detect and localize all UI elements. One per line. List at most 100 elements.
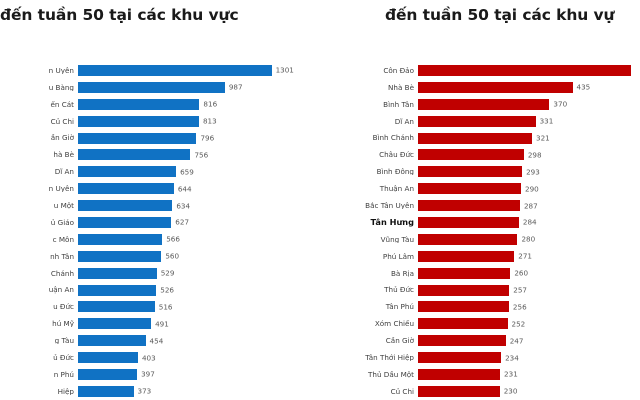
- bar-row: u Một 634: [0, 197, 320, 214]
- bar-value-label: 454: [149, 336, 164, 346]
- bar: [78, 132, 197, 144]
- bar-category-label: c Môn: [52, 235, 74, 243]
- bar-category-label: ủ Đức: [53, 353, 74, 362]
- bar-row: ần Giờ 796: [0, 130, 320, 147]
- bar: [78, 335, 146, 347]
- bar-category-label: Dĩ An: [394, 117, 414, 125]
- bar-row: u Đức 516: [0, 298, 320, 315]
- bar-track: 293: [418, 163, 640, 180]
- bar: [78, 64, 272, 76]
- bar-row: hà Bè 756: [0, 146, 320, 163]
- bar-row: ủ Giáo 627: [0, 214, 320, 231]
- bar-row: Thủ Dầu Một 231: [320, 366, 640, 383]
- bar-value-label: 560: [165, 251, 180, 261]
- bar-track: 280: [418, 231, 640, 248]
- bar-category-label: n Phú: [53, 370, 74, 379]
- bar-category-label: Bắc Tân Uyên: [365, 201, 414, 210]
- bar-category-label: Hiệp: [57, 387, 74, 395]
- bar-track: 260: [418, 265, 640, 282]
- bar: [418, 301, 509, 313]
- bar-category-label: ần Giờ: [50, 134, 74, 142]
- bar-track: 987: [78, 79, 320, 96]
- bar: [78, 267, 157, 279]
- bar-value-label: 373: [137, 386, 152, 396]
- bar: [418, 115, 536, 127]
- bar-category-label: Bình Tân: [383, 100, 414, 108]
- bar-category-label: Chánh: [50, 269, 74, 277]
- bar: [418, 183, 521, 195]
- bar-value-label: 516: [158, 302, 173, 312]
- left-bar-chart: n Uyên 1301 u Bàng 987 ến Cát 816 Củ Chi 813 ần …: [0, 62, 320, 400]
- bar-row: hú Mỹ 491: [0, 315, 320, 332]
- bar-category-label: n Uyên: [48, 66, 74, 75]
- bar-value-label: 816: [203, 99, 218, 109]
- bar: [78, 233, 163, 245]
- bar-track: 529: [78, 265, 320, 282]
- bar-category-label: ủ Giáo: [50, 218, 74, 227]
- bar: [418, 216, 519, 228]
- bar-row: Xóm Chiếu 252: [320, 315, 640, 332]
- bar-row: Bình Chánh 321: [320, 130, 640, 147]
- bar-category-label: Châu Đức: [379, 151, 414, 159]
- bar-value-label: 370: [553, 99, 568, 109]
- bar-track: 247: [418, 332, 640, 349]
- bar-row: Tân Phú 256: [320, 298, 640, 315]
- bar-track: 1301: [78, 62, 320, 79]
- bar-category-label: Dĩ An: [54, 168, 74, 176]
- bar-category-label: Thủ Dầu Một: [368, 370, 414, 379]
- bar-category-label: Bình Đông: [376, 168, 414, 176]
- bar-category-label: Cần Giờ: [385, 337, 414, 345]
- bar-row: Dĩ An 331: [320, 113, 640, 130]
- bar-value-label: 634: [176, 200, 191, 210]
- bar-category-label: Thủ Đức: [384, 286, 414, 294]
- bar-category-label: Bà Rịa: [390, 269, 414, 277]
- bar-value-label: 813: [202, 116, 217, 126]
- bar-value-label: 231: [504, 369, 518, 379]
- bar: [418, 318, 508, 330]
- bar-track: 796: [78, 130, 320, 147]
- bar-category-label: Nhà Bè: [388, 83, 414, 91]
- bar-value-label: 491: [155, 319, 169, 329]
- bar-track: 634: [78, 197, 320, 214]
- bar: [418, 284, 510, 296]
- bar-row: Tân Hưng 284: [320, 214, 640, 231]
- bar-category-label: u Bàng: [48, 83, 74, 91]
- bar-track: [418, 62, 640, 79]
- bar: [418, 200, 520, 212]
- bar-track: 331: [418, 113, 640, 130]
- bar-track: 560: [78, 248, 320, 265]
- bar-row: u Bàng 987: [0, 79, 320, 96]
- bar-value-label: 435: [576, 82, 591, 92]
- bar: [78, 352, 138, 364]
- bar-category-label: Bình Chánh: [372, 134, 414, 142]
- bar-row: Hiệp 373: [0, 383, 320, 400]
- bar-row: Côn Đảo: [320, 62, 640, 79]
- bar-value-label: 529: [160, 268, 175, 278]
- bar: [78, 166, 177, 178]
- bar-track: 287: [418, 197, 640, 214]
- bar: [418, 233, 518, 245]
- bar-track: 644: [78, 180, 320, 197]
- bar-value-label: 247: [509, 336, 524, 346]
- bar-value-label: 756: [194, 150, 209, 160]
- bar-track: 403: [78, 349, 320, 366]
- bar-value-label: 659: [180, 167, 194, 177]
- bar: [78, 284, 157, 296]
- bar-track: 566: [78, 231, 320, 248]
- bar-value-label: 287: [523, 200, 538, 210]
- bar-value-label: 403: [141, 352, 156, 362]
- bar-track: 252: [418, 315, 640, 332]
- bar-value-label: 644: [177, 184, 192, 194]
- bar-value-label: 256: [512, 302, 527, 312]
- bar-value-label: 566: [166, 234, 180, 244]
- left-chart-title: đến tuần 50 tại các khu vực: [0, 6, 239, 24]
- bar-track: 284: [418, 214, 640, 231]
- bar-row: Bình Đông 293: [320, 163, 640, 180]
- bar-category-label: Phú Lâm: [382, 252, 414, 260]
- bar: [418, 149, 524, 161]
- bar-value-label: 627: [175, 217, 190, 227]
- bar: [418, 81, 573, 93]
- bar: [418, 267, 511, 279]
- bar-track: 234: [418, 349, 640, 366]
